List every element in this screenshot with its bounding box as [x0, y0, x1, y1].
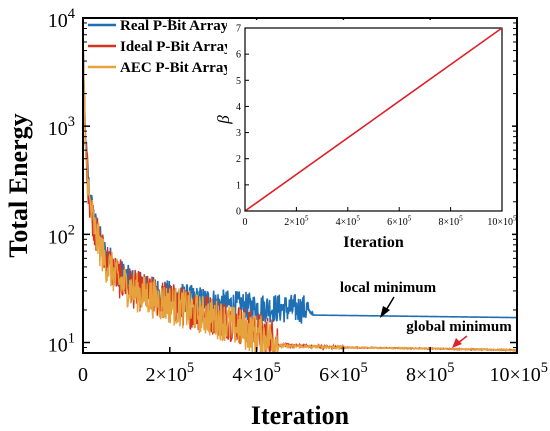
inset-y-tick-label: 7	[236, 24, 241, 35]
x-tick-label-exponent: 5	[447, 360, 454, 376]
inset-axes-frame	[244, 27, 503, 212]
x-tick-label-mantissa: 2×10	[146, 364, 187, 386]
x-tick-label-mantissa: 6×10	[319, 364, 360, 386]
y-tick-label-exponent: 1	[68, 331, 75, 347]
y-tick-label-exponent: 2	[68, 222, 75, 238]
legend-label: AEC P-Bit Array	[120, 60, 231, 76]
inset-x-tick-label: 6×105	[387, 215, 412, 229]
y-tick-label-mantissa: 10	[48, 10, 68, 32]
series-line-2	[83, 50, 517, 353]
inset-x-tick-label-exponent: 5	[356, 215, 360, 223]
x-tick-label: 10×105	[490, 360, 548, 386]
annotation-local-minimum: local minimum	[340, 280, 437, 296]
legend: Real P-Bit Array Ideal P-Bit Array AEC P-B…	[88, 18, 232, 76]
inset-x-tick-label-mantissa: 10×10	[487, 217, 513, 228]
inset-plot: 0 2×105 4×105 6×105 8×105 10×10501234567Itera…	[214, 20, 517, 256]
inset-x-tick-label: 10×105	[487, 215, 517, 229]
annotation-local-arrowhead	[380, 306, 390, 318]
x-tick-label-mantissa: 10×10	[490, 364, 541, 386]
inset-y-tick-label: 3	[236, 128, 241, 139]
inset-x-tick-label-mantissa: 8×10	[438, 217, 459, 228]
inset-x-axis-label: Iteration	[343, 234, 404, 251]
x-tick-label: 6×105	[319, 360, 367, 386]
y-tick-label-exponent: 3	[68, 114, 75, 130]
annotation-global-arrowhead	[452, 338, 462, 348]
inset-x-tick-label: 8×105	[438, 215, 463, 229]
inset-x-tick-label: 4×105	[336, 215, 361, 229]
legend-label: Ideal P-Bit Array	[120, 39, 232, 55]
x-tick-label-exponent: 5	[360, 360, 367, 376]
inset-x-tick-label-exponent: 5	[513, 215, 517, 223]
inset-y-tick-label: 0	[236, 207, 241, 218]
inset-y-tick-label: 2	[236, 154, 241, 165]
x-tick-label: 8×105	[406, 360, 454, 386]
x-tick-label: 0	[78, 364, 88, 386]
x-tick-label-mantissa: 0	[78, 364, 88, 386]
y-tick-label: 102	[48, 222, 75, 248]
inset-x-tick-label-mantissa: 6×10	[387, 217, 408, 228]
x-tick-label: 2×105	[146, 360, 194, 386]
inset-y-tick-label: 4	[236, 102, 241, 113]
y-tick-label: 103	[48, 114, 75, 140]
main-axes-frame	[82, 17, 518, 354]
y-tick-label: 104	[48, 6, 75, 32]
y-tick-label-mantissa: 10	[48, 335, 68, 357]
inset-x-tick-label-mantissa: 0	[243, 217, 248, 228]
inset-x-tick-label-exponent: 5	[305, 215, 309, 223]
inset-y-axis-label: β	[214, 115, 233, 125]
main-plot: 0 2×105 4×105 6×105 8×105 10×105101102103104I…	[4, 6, 548, 430]
y-tick-label-mantissa: 10	[48, 118, 68, 140]
inset-background	[227, 20, 512, 256]
inset-x-tick-label-exponent: 5	[408, 215, 412, 223]
x-tick-label-mantissa: 4×10	[232, 364, 273, 386]
inset-x-tick-label-mantissa: 4×10	[336, 217, 357, 228]
inset-y-tick-label: 1	[236, 180, 241, 191]
inset-x-tick-label-exponent: 5	[459, 215, 463, 223]
x-tick-label-mantissa: 8×10	[406, 364, 447, 386]
legend-label: Real P-Bit Array	[120, 18, 229, 34]
y-tick-label: 101	[48, 331, 75, 357]
inset-x-tick-label: 0	[243, 217, 248, 228]
x-tick-label: 4×105	[232, 360, 280, 386]
inset-y-tick-label: 6	[236, 50, 241, 61]
series-group	[83, 44, 517, 353]
inset-x-tick-label: 2×105	[284, 215, 309, 229]
y-axis-label: Total Energy	[4, 113, 33, 257]
x-tick-label-exponent: 5	[541, 360, 548, 376]
x-tick-label-exponent: 5	[274, 360, 281, 376]
inset-series-line	[244, 27, 503, 212]
y-tick-label-mantissa: 10	[48, 226, 68, 248]
x-tick-label-exponent: 5	[187, 360, 194, 376]
x-axis-label: Iteration	[251, 401, 350, 430]
annotation-global-minimum: global minimum	[406, 319, 512, 335]
inset-x-tick-label-mantissa: 2×10	[284, 217, 305, 228]
inset-y-tick-label: 5	[236, 76, 241, 87]
y-tick-label-exponent: 4	[68, 6, 75, 22]
